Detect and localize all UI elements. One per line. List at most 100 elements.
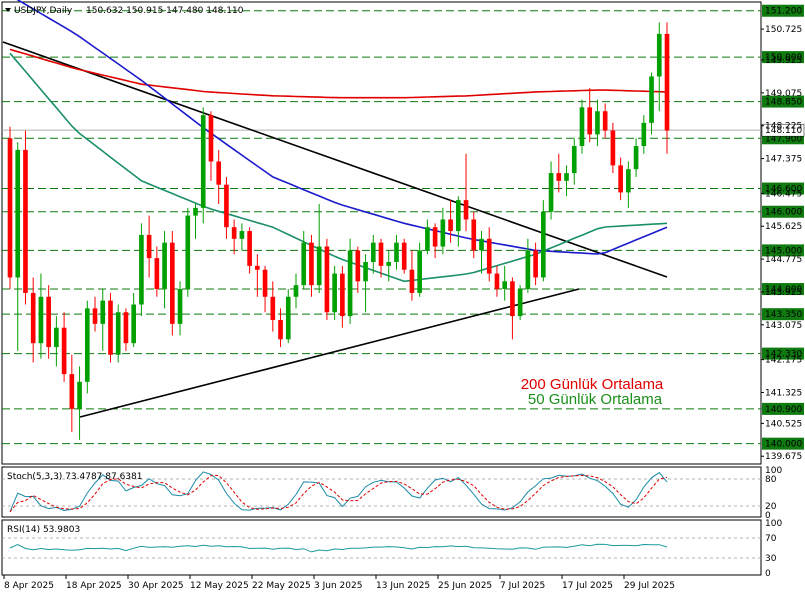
candle (595, 99, 600, 147)
candle (401, 238, 407, 274)
candle (548, 161, 554, 220)
candle-body (471, 219, 477, 251)
candle (510, 277, 515, 340)
candle (541, 200, 546, 282)
candle (587, 88, 593, 143)
candle (494, 265, 500, 297)
candle (571, 138, 577, 185)
candle-body (54, 327, 59, 348)
candle (216, 149, 222, 205)
candle-body (579, 107, 585, 147)
chevron-down-icon[interactable] (5, 8, 11, 12)
candle (656, 22, 662, 112)
candle (278, 308, 283, 348)
level-label: 145.000 (765, 246, 802, 256)
candle (517, 285, 523, 320)
candle-body (455, 200, 461, 232)
candle (46, 285, 51, 359)
candle (641, 115, 647, 154)
candle-body (571, 146, 577, 174)
price-tick-label: 147.375 (765, 155, 802, 165)
candle (556, 153, 562, 193)
price-tick-label: 150.725 (765, 25, 802, 35)
candle-body (247, 231, 252, 266)
candle (324, 238, 330, 320)
rsi-tick-label: 100 (765, 519, 782, 529)
level-tag (762, 437, 804, 450)
current-price-label: 148.110 (765, 126, 802, 136)
main-panel: 151.200 150.000 148.850 147.900 146.600 146.0… (1, 0, 805, 465)
candle-body (200, 115, 206, 208)
candle (38, 273, 44, 359)
candle-body (108, 300, 113, 355)
candlesticks (7, 22, 670, 440)
candle-body (502, 281, 508, 290)
candle (533, 242, 538, 286)
date-tick-label: 17 Jul 2025 (562, 581, 613, 591)
date-tick-label: 7 Jul 2025 (500, 581, 545, 591)
candle (394, 234, 399, 270)
candle-body (92, 308, 98, 324)
candle-body (656, 33, 662, 77)
rsi-tick-label: 70 (765, 534, 777, 544)
candle (425, 219, 430, 255)
candle (224, 176, 229, 239)
candle-body (401, 242, 407, 270)
candle (208, 111, 214, 181)
date-tick-label: 12 May 2025 (190, 581, 249, 591)
candle (440, 207, 446, 255)
candle (169, 231, 175, 336)
price-tick-label: 149.075 (765, 89, 802, 99)
candle (301, 231, 307, 290)
candle-body (494, 273, 500, 290)
rsi-tick-label: 0 (765, 569, 771, 579)
candle-body (517, 289, 523, 317)
candle (316, 204, 322, 293)
stoch-signal-line (9, 474, 668, 513)
candle (564, 165, 569, 197)
candle-body (309, 242, 314, 286)
date-tick-label: 29 Jul 2025 (624, 581, 675, 591)
candle-body (425, 227, 430, 251)
candle-body (216, 161, 222, 185)
candle (30, 277, 36, 363)
candle (162, 231, 167, 309)
candle-body (479, 238, 484, 251)
level-tag (762, 244, 804, 257)
candle-body (510, 281, 515, 317)
candle-body (525, 250, 531, 290)
candle-body (548, 173, 554, 212)
rsi-axis: 100 70 30 0 (765, 519, 782, 579)
candle-body (301, 242, 307, 286)
ascending-trendline (79, 288, 580, 418)
candle-body (486, 238, 492, 274)
main-panel-frame (1, 1, 762, 465)
candle (54, 316, 59, 367)
candle-body (154, 258, 160, 290)
candle-body (394, 242, 399, 262)
candle (448, 200, 453, 243)
level-tag (762, 95, 804, 108)
candle-body (618, 165, 623, 193)
candle (293, 273, 299, 309)
candle (417, 242, 422, 297)
candle (92, 296, 98, 332)
candle-body (386, 261, 392, 266)
candle-body (285, 296, 291, 340)
level-label: 140.000 (765, 440, 802, 450)
candle-body (370, 242, 376, 262)
date-tick-label: 8 Apr 2025 (4, 581, 54, 591)
candle-body (595, 111, 600, 135)
level-tag (762, 51, 804, 64)
level-label: 150.000 (765, 53, 802, 63)
candle (154, 246, 160, 297)
candle-body (448, 219, 453, 232)
candle (579, 99, 585, 154)
candle-body (115, 312, 121, 355)
candle-body (649, 76, 654, 123)
candle-body (316, 246, 322, 286)
ma200-annotation: 200 Günlük Ortalama (521, 376, 664, 393)
level-tag (762, 283, 804, 296)
date-tick-label: 22 May 2025 (252, 581, 311, 591)
rsi-lines (2, 537, 761, 559)
